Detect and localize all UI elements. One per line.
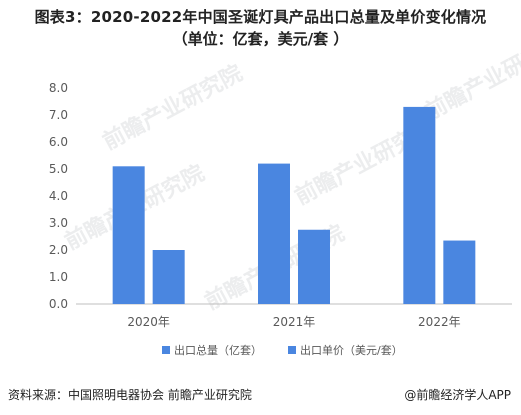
y-tick-label: 5.0 (49, 162, 68, 176)
x-tick-label: 2021年 (273, 315, 316, 329)
x-tick-label: 2020年 (127, 315, 170, 329)
watermark-text: 前瞻产业研究院 (99, 60, 247, 155)
y-tick-label: 7.0 (49, 108, 68, 122)
y-tick-label: 8.0 (49, 81, 68, 95)
bar-export-unit-price (298, 229, 330, 304)
bar-export-unit-price (443, 240, 476, 304)
legend-swatch-export-volume (162, 346, 170, 354)
bar-export-volume (258, 163, 290, 304)
bar-export-volume (403, 106, 436, 305)
bar-export-unit-price (152, 250, 185, 304)
y-tick-label: 3.0 (49, 216, 68, 230)
legend-swatch-export-unit-price (288, 346, 296, 354)
y-tick-label: 2.0 (49, 243, 68, 257)
chart-title: 图表3：2020-2022年中国圣诞灯具产品出口总量及单价变化情况 (34, 8, 487, 26)
chart-legend: 出口总量（亿套） 出口单价（美元/套） (162, 343, 403, 357)
y-tick-label: 4.0 (49, 189, 68, 203)
x-tick-label: 2022年 (418, 315, 461, 329)
source-note: 资料来源：中国照明电器协会 前瞻产业研究院 (8, 388, 252, 402)
y-tick-label: 0.0 (49, 297, 68, 311)
bar-export-volume (112, 166, 145, 304)
y-tick-label: 6.0 (49, 135, 68, 149)
brand-credit: @前瞻经济学人APP (404, 388, 511, 402)
watermark-text: 前瞻产业研究院 (421, 30, 521, 125)
bar-series: 2020年 2021年 2022年 (112, 106, 476, 329)
chart-subtitle-units: （单位：亿套，美元/套 ） (172, 30, 349, 48)
chart-axes: 0.0 1.0 2.0 3.0 4.0 5.0 6.0 7.0 8.0 (49, 81, 512, 311)
legend-label-export-unit-price: 出口单价（美元/套） (300, 343, 403, 357)
y-tick-label: 1.0 (49, 270, 68, 284)
legend-label-export-volume: 出口总量（亿套） (174, 343, 262, 357)
